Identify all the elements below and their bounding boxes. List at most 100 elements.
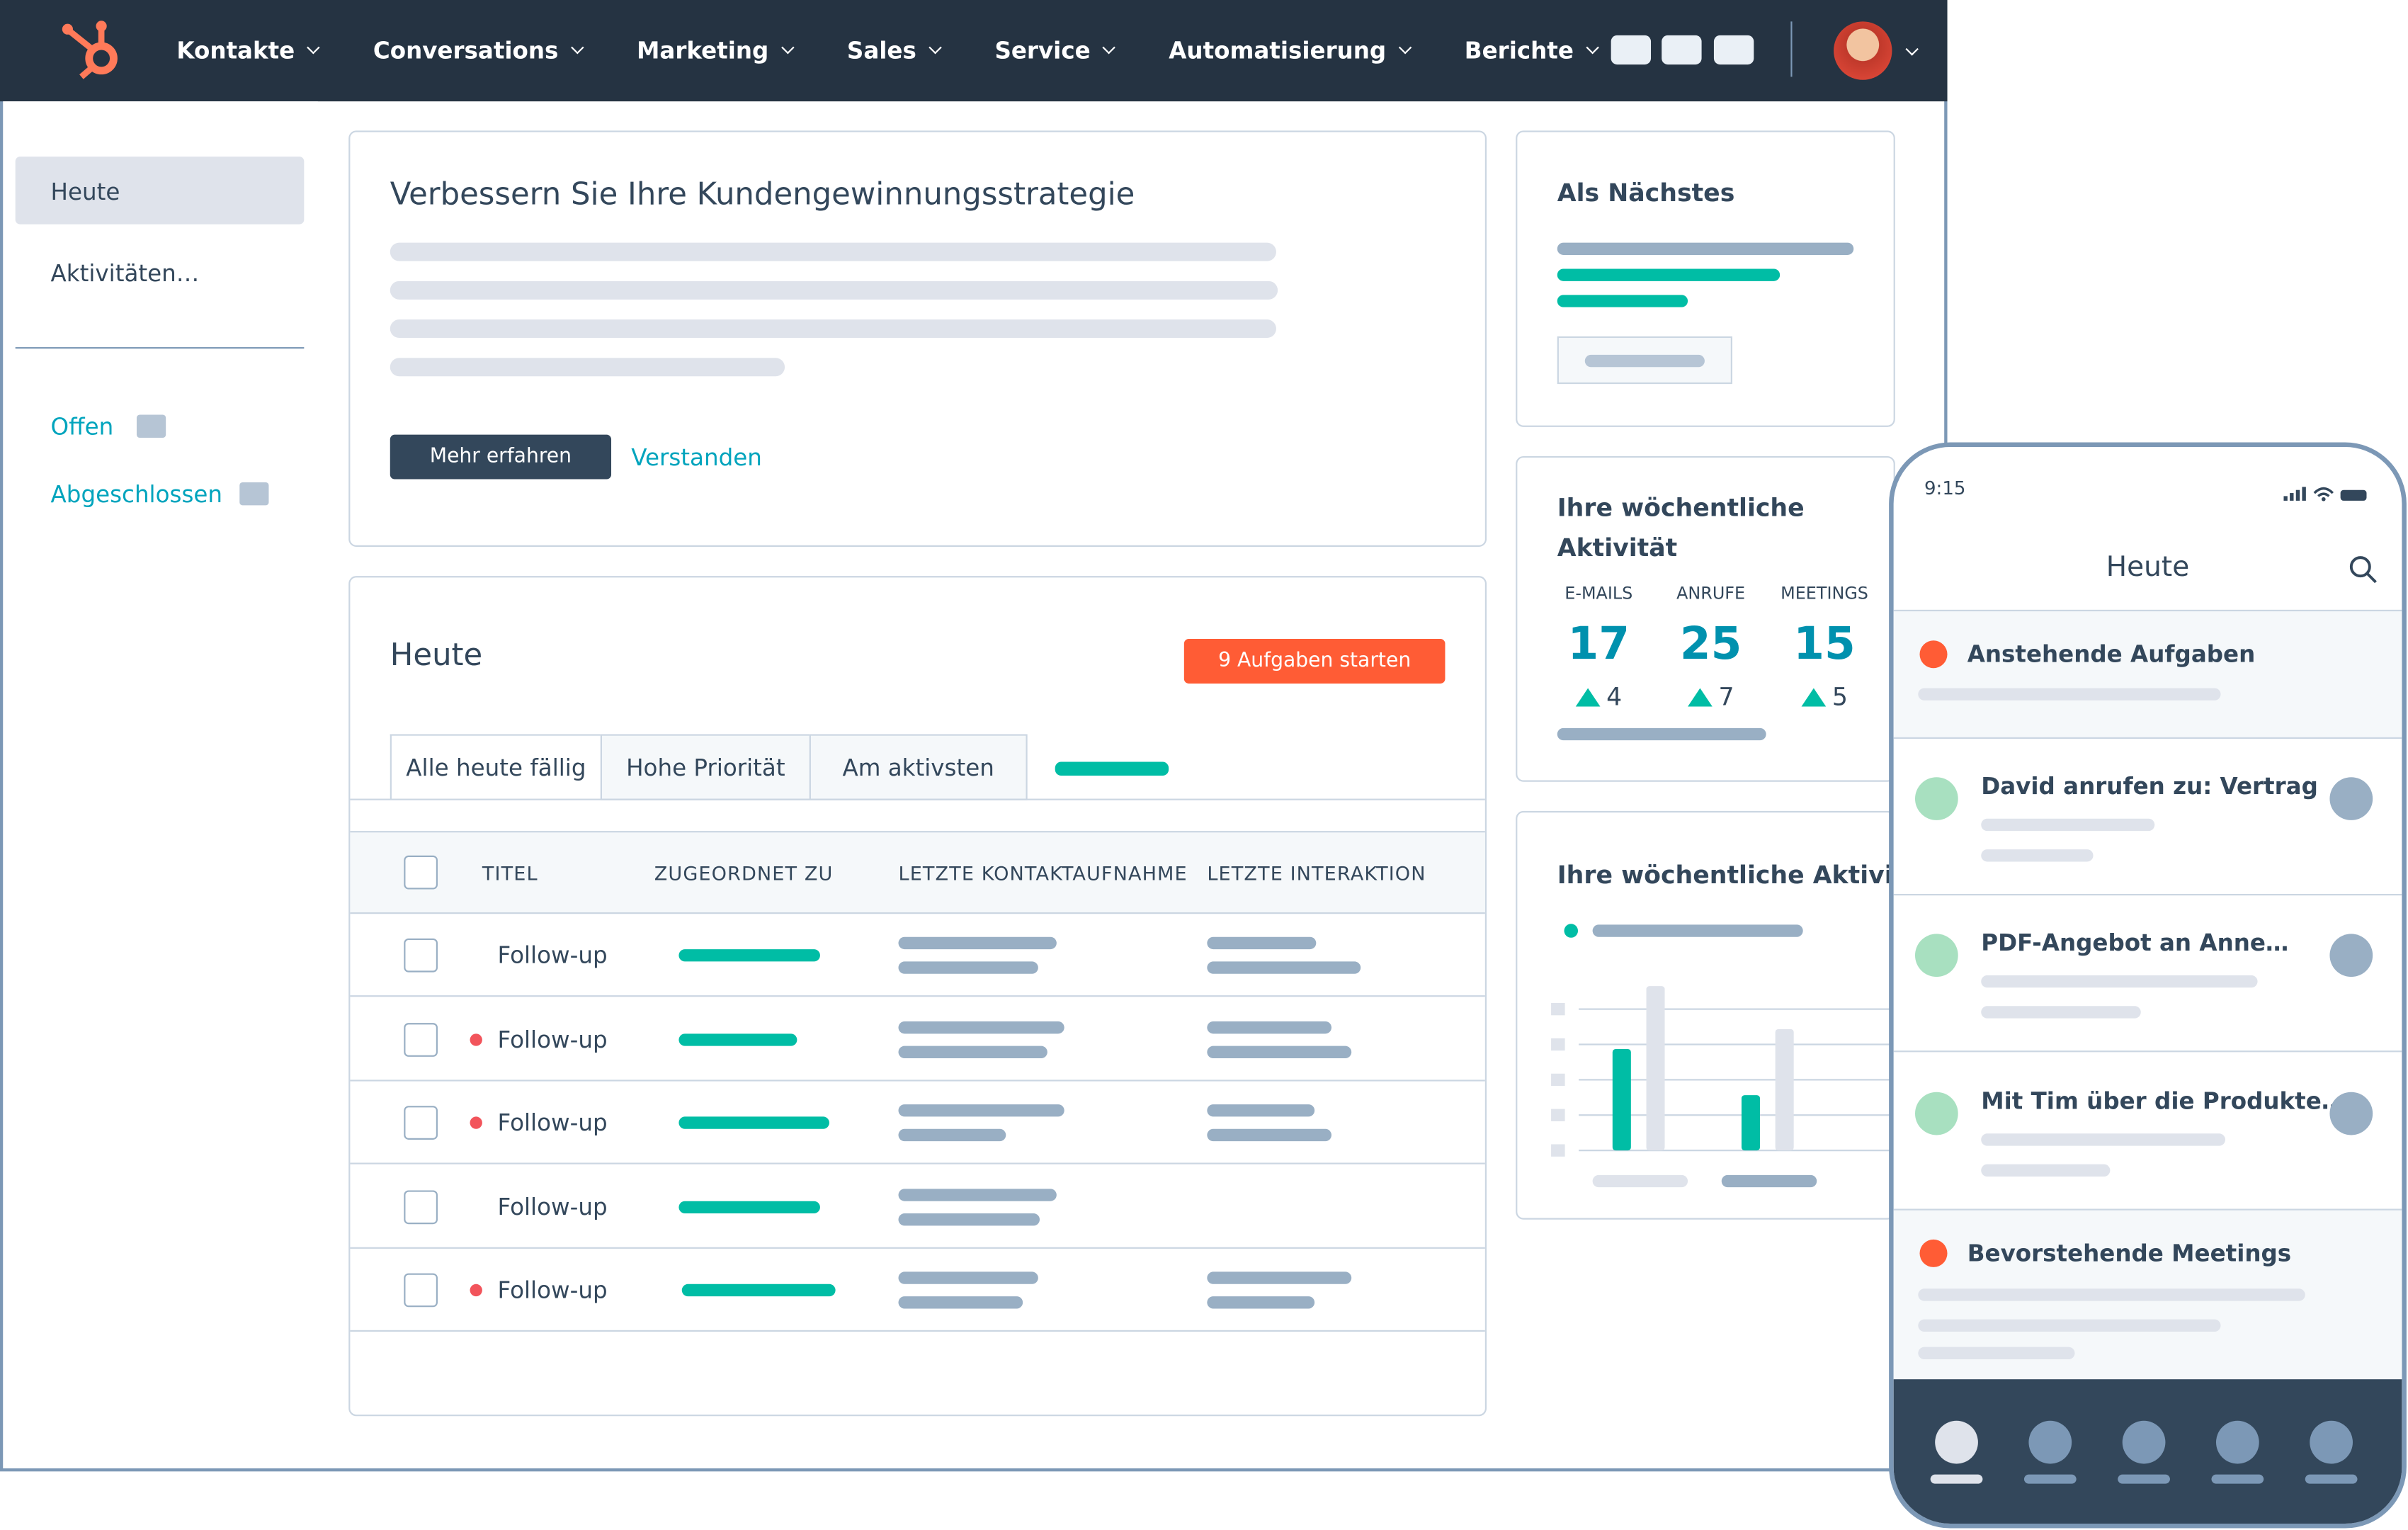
weekly-card: [1516, 456, 1895, 782]
phone-section: [1893, 609, 2402, 740]
checkbox[interactable]: [404, 1189, 438, 1224]
priority-dot: [470, 1116, 482, 1129]
weekly-title: Ihre wöchentliche Aktivität: [1557, 493, 1805, 562]
sidebar-item[interactable]: Aktivitäten…: [50, 259, 200, 288]
item-avatar: [1914, 1091, 1958, 1135]
nav-item[interactable]: Conversations: [373, 33, 581, 69]
nav-item[interactable]: Sales: [847, 33, 939, 69]
placeholder: [898, 1188, 1057, 1201]
row-title[interactable]: Follow-up: [497, 1276, 608, 1304]
status-icons: [2283, 487, 2367, 502]
placeholder: [1207, 1271, 1352, 1284]
table-row: [350, 1082, 1485, 1164]
row-title[interactable]: Follow-up: [497, 941, 608, 970]
logo[interactable]: [58, 18, 129, 83]
tab-icon[interactable]: [2216, 1420, 2259, 1464]
tab-icon[interactable]: [2028, 1420, 2072, 1464]
placeholder: [898, 1271, 1038, 1284]
tab-icon[interactable]: [2122, 1420, 2166, 1464]
column-header[interactable]: LETZTE KONTAKTAUFNAHME: [898, 861, 1188, 885]
checkbox[interactable]: [404, 1022, 438, 1056]
row-title[interactable]: Follow-up: [497, 1192, 608, 1220]
column-header[interactable]: TITEL: [482, 861, 538, 885]
item-owner: [2329, 934, 2373, 978]
secondary-button[interactable]: Verstanden: [631, 443, 762, 472]
placeholder: [1207, 1128, 1332, 1142]
stat-value: 17: [1567, 617, 1630, 670]
row-title[interactable]: Follow-up: [497, 1025, 608, 1053]
checkbox[interactable]: [404, 1273, 438, 1308]
sidebar: [3, 101, 318, 1468]
section-title[interactable]: Anstehende Aufgaben: [1967, 640, 2256, 669]
stat-change: 7: [1718, 681, 1734, 711]
nav-icon[interactable]: [1611, 35, 1652, 65]
item-title[interactable]: David anrufen zu: Vertrag: [1981, 772, 2318, 800]
placeholder: [898, 1296, 1023, 1309]
divider: [1790, 21, 1793, 77]
primary-button[interactable]: Mehr erfahren: [390, 434, 612, 480]
tab-label: [1930, 1474, 1983, 1484]
nav-item[interactable]: Automatisierung: [1169, 33, 1409, 69]
section-dot: [1919, 640, 1948, 669]
table-header: [350, 831, 1485, 914]
item-title[interactable]: Mit Tim über die Produkte…: [1981, 1087, 2345, 1115]
nav-item[interactable]: Kontakte: [176, 33, 317, 69]
checkbox[interactable]: [404, 1106, 438, 1140]
sidebar-active: [15, 157, 305, 225]
tab-label: [2211, 1474, 2264, 1484]
sidebar-item[interactable]: Heute: [50, 178, 120, 206]
placeholder: [1918, 1319, 2221, 1332]
phone-item[interactable]: [1893, 739, 2402, 896]
stat-arrow: [1688, 688, 1713, 707]
column-header[interactable]: LETZTE INTERAKTION: [1207, 861, 1426, 885]
stat-change: 4: [1606, 681, 1623, 711]
item-avatar: [1914, 934, 1958, 978]
stat-arrow: [1801, 688, 1827, 707]
stat-label: E-MAILS: [1564, 583, 1633, 604]
placeholder: [678, 1116, 829, 1129]
tab[interactable]: Hohe Priorität: [600, 734, 811, 800]
filter[interactable]: Abgeschlossen: [50, 480, 223, 509]
weekly-chart-card: Ihre wöchentliche Aktivität: [1516, 810, 1895, 1220]
placeholder: [1207, 961, 1361, 974]
phone-item[interactable]: [1893, 1053, 2402, 1210]
item-owner: [2329, 777, 2373, 820]
tab-label: [2305, 1474, 2358, 1484]
tab[interactable]: Alle heute fällig: [390, 734, 603, 800]
stat-change: 5: [1831, 681, 1848, 711]
nav-item[interactable]: Marketing: [637, 33, 792, 69]
item-avatar: [1914, 777, 1958, 820]
phone: 9:15 Heute Anstehende Aufgaben David anru…: [1889, 442, 2407, 1529]
placeholder: [898, 1212, 1040, 1225]
search-icon[interactable]: [2348, 555, 2378, 585]
nav-item[interactable]: Service: [994, 33, 1113, 69]
section-title[interactable]: Bevorstehende Meetings: [1967, 1239, 2292, 1267]
placeholder: [1207, 936, 1317, 950]
nav-icon[interactable]: [1662, 35, 1702, 65]
avatar[interactable]: [1834, 21, 1892, 80]
chart-illustration: [1551, 924, 1894, 1188]
placeholder: [678, 949, 820, 962]
nav-item[interactable]: Berichte: [1465, 33, 1597, 69]
checkbox[interactable]: [404, 938, 438, 973]
phone-item[interactable]: [1893, 896, 2402, 1053]
placeholder: [1918, 1347, 2075, 1360]
placeholder: [1981, 975, 2258, 988]
tab-icon[interactable]: [2310, 1420, 2353, 1464]
start-tasks-button[interactable]: 9 Aufgaben starten: [1183, 639, 1446, 684]
placeholder: [1207, 1104, 1315, 1117]
row-title[interactable]: Follow-up: [497, 1109, 608, 1137]
tab-icon[interactable]: [1935, 1420, 1978, 1464]
nav-icon[interactable]: [1713, 35, 1754, 65]
filter[interactable]: Offen: [50, 413, 114, 441]
item-title[interactable]: PDF-Angebot an Anne…: [1981, 929, 2289, 958]
column-header[interactable]: ZUGEORDNET ZU: [654, 861, 834, 885]
checkbox[interactable]: [404, 855, 438, 890]
placeholder: [678, 1033, 797, 1046]
stat-label: MEETINGS: [1781, 583, 1868, 604]
placeholder: [678, 1200, 820, 1213]
placeholder: [1981, 1163, 2111, 1177]
tab-label: [2118, 1474, 2170, 1484]
tab[interactable]: Am aktivsten: [809, 734, 1028, 800]
